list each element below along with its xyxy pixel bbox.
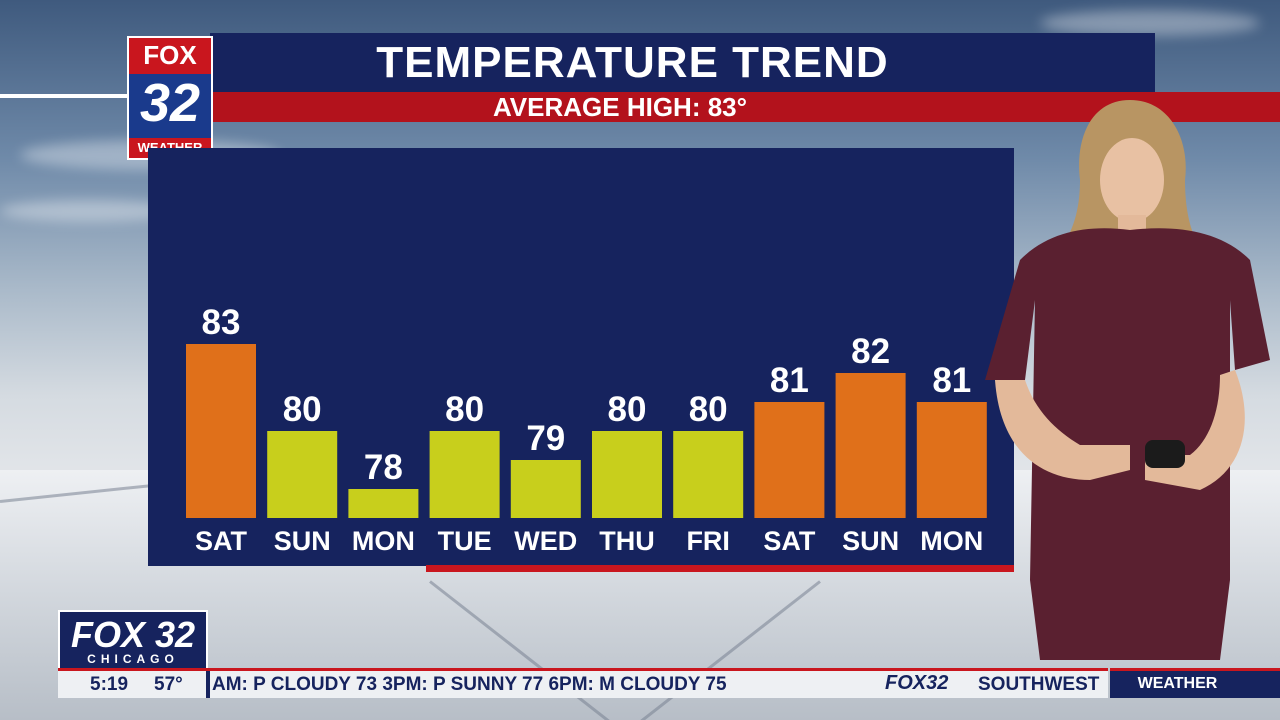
value-label-8: 82: [851, 332, 890, 371]
bar-5: [592, 431, 662, 518]
ticker-separator: [206, 671, 210, 698]
ticker-next-text: SOUTHWEST: [978, 674, 1100, 695]
category-label-0: SAT: [195, 526, 248, 556]
category-label-3: TUE: [438, 526, 492, 556]
category-label-1: SUN: [274, 526, 331, 556]
presenter-dress: [985, 228, 1270, 660]
ticker-crawl: AM: P CLOUDY 73 3PM: P SUNNY 77 6PM: M C…: [212, 671, 1108, 698]
ticker-accent-line: [208, 668, 1108, 671]
logo-channel-number: 32: [139, 73, 201, 133]
category-label-2: MON: [352, 526, 415, 556]
value-label-9: 81: [932, 361, 971, 400]
bar-9: [916, 402, 987, 518]
category-label-7: SAT: [763, 526, 816, 556]
bug-brand: FOX 32: [70, 614, 196, 655]
ticker-forecast-text: AM: P CLOUDY 73 3PM: P SUNNY 77 6PM: M C…: [212, 674, 727, 695]
bar-1: [267, 431, 338, 518]
category-label-9: MON: [920, 526, 983, 556]
category-label-5: THU: [599, 526, 655, 556]
presenter-figure: [985, 100, 1270, 660]
section-tag: WEATHER: [1110, 668, 1280, 698]
bar-2: [348, 489, 419, 518]
value-label-1: 80: [283, 390, 322, 429]
station-bug: FOX 32 CHICAGO: [58, 610, 208, 670]
value-label-0: 83: [202, 303, 241, 342]
value-label-3: 80: [445, 390, 484, 429]
ticker-brand: FOX32: [885, 672, 949, 694]
bar-6: [673, 431, 744, 518]
category-label-4: WED: [514, 526, 577, 556]
channel-logo: FOX 32 WEATHER: [127, 36, 213, 160]
value-label-7: 81: [770, 361, 809, 400]
logo-brand: FOX: [143, 40, 197, 70]
ticker-temperature: 57°: [154, 674, 183, 695]
chart-accent-bar: [426, 565, 1014, 572]
bar-3: [429, 431, 500, 518]
section-tag-label: WEATHER: [1137, 675, 1218, 692]
category-label-8: SUN: [842, 526, 899, 556]
category-label-6: FRI: [686, 526, 730, 556]
decor-line: [0, 94, 128, 98]
bar-8: [835, 373, 906, 518]
chart-title: TEMPERATURE TREND: [376, 38, 889, 87]
presenter-face: [1100, 138, 1164, 222]
ticker-bar: [58, 671, 1108, 698]
ticker-time: 5:19: [90, 674, 129, 695]
bar-7: [754, 402, 825, 518]
bar-0: [186, 344, 256, 518]
presenter-clicker: [1145, 440, 1185, 468]
value-label-5: 80: [608, 390, 647, 429]
bug-accent-line: [58, 668, 208, 671]
chart-subtitle: AVERAGE HIGH: 83°: [492, 92, 748, 122]
presenter-arm-left: [995, 380, 1130, 480]
title-banner: [210, 33, 1155, 93]
cloud-streak: [1040, 10, 1260, 36]
value-label-6: 80: [689, 390, 728, 429]
cloud-streak: [0, 200, 180, 222]
value-label-4: 79: [526, 419, 565, 458]
bug-city: CHICAGO: [87, 652, 179, 666]
value-label-2: 78: [364, 448, 403, 487]
bar-4: [510, 460, 581, 518]
temperature-bar-chart: 83 SAT 80 SUN 78 MON 80 TUE 79 WED 80 THU 80 FRI 81 SAT…: [186, 303, 987, 556]
logo-number-backdrop: [129, 74, 211, 138]
